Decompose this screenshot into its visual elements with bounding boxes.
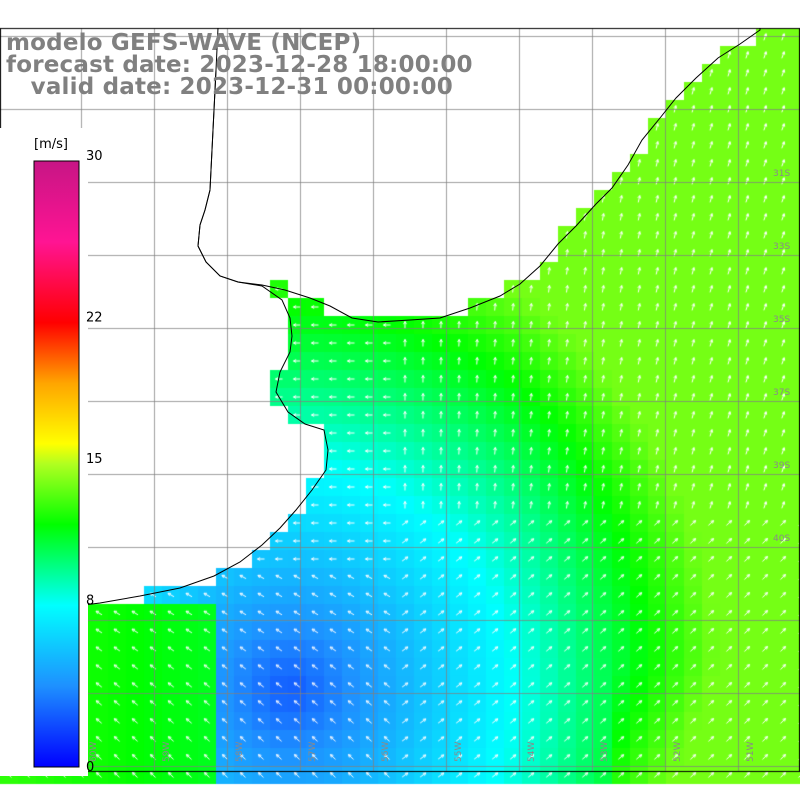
- lon-label: 51W: [746, 742, 756, 762]
- lon-label: 52W: [673, 742, 683, 762]
- forecast-date: forecast date: 2023-12-28 18:00:00: [6, 52, 473, 78]
- lat-label: 31S: [773, 169, 790, 179]
- lon-label: 60W: [89, 742, 99, 762]
- lat-label: 39S: [773, 461, 790, 471]
- legend-tick-22: 22: [86, 311, 103, 326]
- legend-ticks: 30 22 15 8 0: [86, 149, 103, 775]
- color-legend: [m/s] 30 22 15 8 0: [0, 128, 103, 776]
- lon-label: 55W: [454, 742, 464, 762]
- valid-date: valid date: 2023-12-31 00:00:00: [6, 74, 453, 100]
- coastline-segment: [0, 27, 329, 615]
- lat-label: 37S: [773, 388, 790, 398]
- colorbar: [33, 160, 80, 768]
- legend-tick-8: 8: [86, 593, 94, 608]
- lon-label: 53W: [600, 742, 610, 762]
- coastline: [0, 27, 761, 615]
- lon-label: 59W: [162, 742, 172, 762]
- grid-labels: 60W 59W 58W 57W 56W 55W 54W 53W 52W 51W 31S 33S 35S 3…: [89, 169, 790, 762]
- lon-label: 56W: [381, 742, 391, 762]
- lon-label: 54W: [527, 742, 537, 762]
- lat-label: 40S: [773, 534, 790, 544]
- lon-label: 58W: [235, 742, 245, 762]
- legend-tick-30: 30: [86, 149, 103, 164]
- lat-label: 33S: [773, 242, 790, 252]
- legend-tick-15: 15: [86, 452, 103, 467]
- map-title: modelo GEFS-WAVE (NCEP): [6, 30, 362, 56]
- lon-label: 57W: [308, 742, 318, 762]
- lat-label: 35S: [773, 315, 790, 325]
- legend-tick-0: 0: [86, 760, 94, 775]
- legend-unit: [m/s]: [34, 137, 68, 152]
